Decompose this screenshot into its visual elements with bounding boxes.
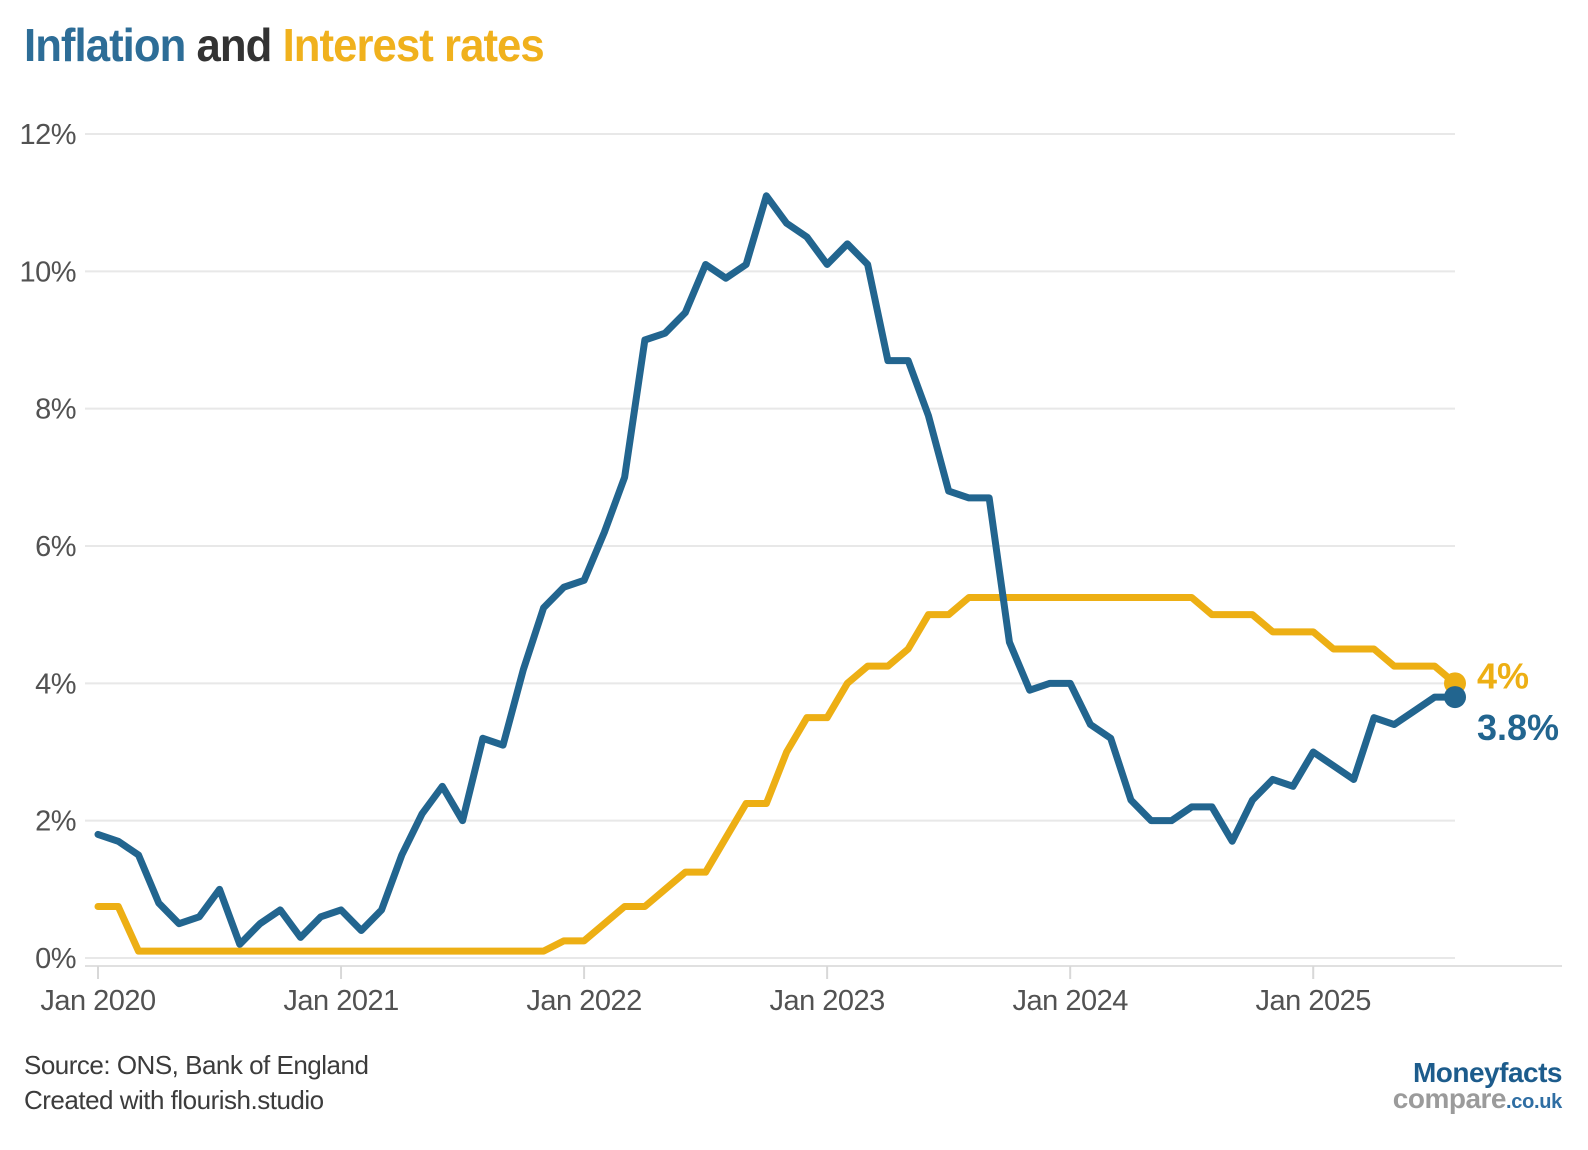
title-inflation-series-label: Inflation (24, 19, 186, 71)
logo-compare-text: compare (1392, 1083, 1507, 1114)
x-axis-label: Jan 2025 (1256, 985, 1371, 1017)
title-conjunction: and (185, 19, 283, 71)
x-axis-label: Jan 2021 (283, 985, 398, 1017)
chart-footer: Source: ONS, Bank of England Created wit… (24, 1048, 369, 1118)
x-axis-label: Jan 2022 (526, 985, 641, 1017)
source-note: Source: ONS, Bank of England (24, 1050, 369, 1080)
credit-note: Created with flourish.studio (24, 1085, 324, 1115)
y-axis-label-4%: 4% (35, 668, 76, 700)
line-chart-canvas: 0% 2% 4% 6% 8% 10% 12% Jan 2020 Jan 2021 Jan 2022… (19, 119, 1562, 1017)
title-interest-series-label: Interest rates (282, 19, 545, 71)
inflation-end-dot (1444, 686, 1466, 709)
y-axis-label-2%: 2% (35, 806, 76, 838)
y-axis-label-10%: 10% (19, 256, 76, 288)
inflation-end-value-label: 3.8% (1477, 707, 1559, 748)
logo-moneyfacts-text: Moneyfacts (1412, 1057, 1563, 1088)
inflation-line (94, 192, 1459, 948)
interest-rates-end-value-label: 4% (1477, 655, 1529, 696)
y-axis-label-0%: 0% (35, 943, 76, 975)
logo-tld-text: .co.uk (1506, 1091, 1562, 1113)
moneyfactscompare-logo[interactable]: Moneyfacts compare.co.uk (1392, 1057, 1563, 1117)
x-axis-label: Jan 2024 (1013, 985, 1129, 1017)
x-axis-label: Jan 2020 (40, 985, 155, 1017)
y-axis-label-8%: 8% (35, 394, 76, 426)
logo-compare-line: compare.co.uk (1392, 1083, 1563, 1117)
y-axis-label-12%: 12% (19, 119, 76, 151)
y-axis-label-6%: 6% (35, 531, 76, 563)
interest-rates-line (94, 594, 1459, 955)
chart-title: Inflation and Interest rates (24, 18, 545, 72)
x-axis-label: Jan 2023 (769, 985, 884, 1017)
